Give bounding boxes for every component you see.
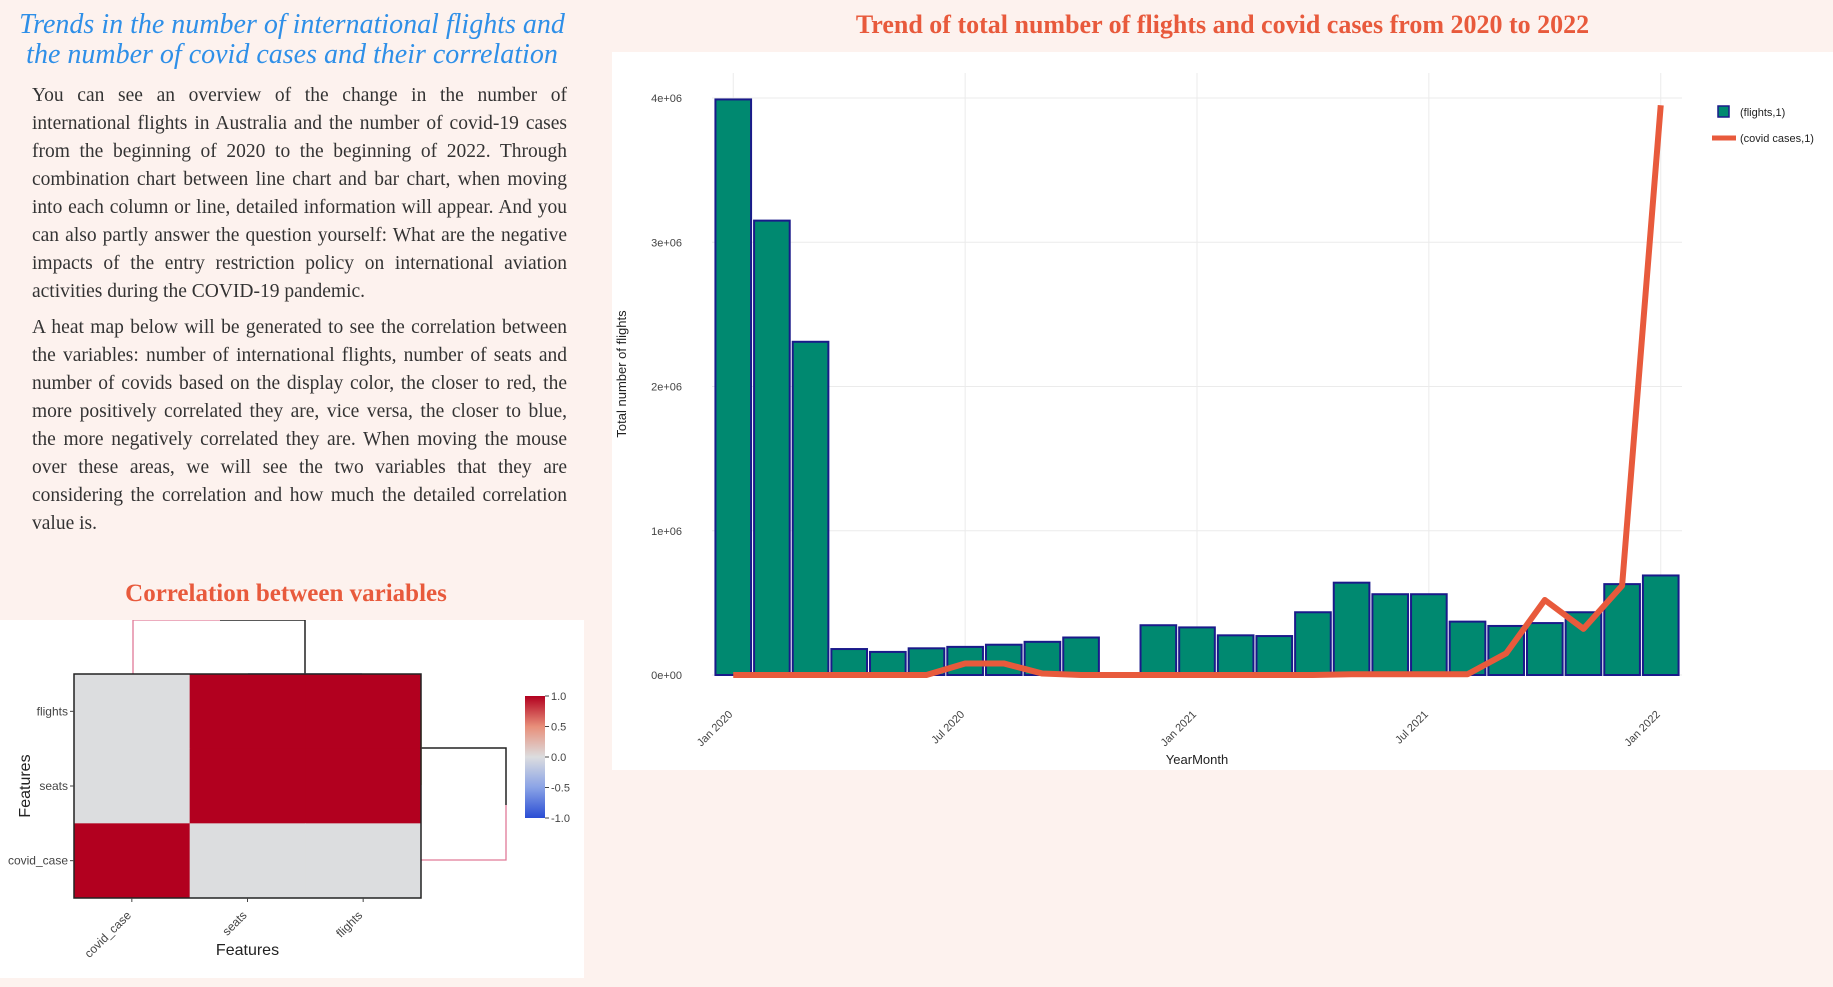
heatmap-title: Correlation between variables [125,580,447,607]
chart-title: Trend of total number of flights and cov… [855,10,1590,39]
combo-chart-svg[interactable]: 0e+00 1e+06 2e+06 3e+06 4e+06 Jan 2020 Jul 202… [612,52,1833,770]
heatmap-panel[interactable]: flights seats covid_case covid_case seats fli… [0,619,584,978]
legend-label-covid: (covid cases,1) [1740,133,1814,145]
y-tick-label: 3e+06 [651,237,682,249]
dendrogram-top-pink [132,619,220,674]
dendrogram-right-black [421,747,507,805]
dendrogram-right-pink [421,805,507,861]
bar-flights [714,98,753,676]
bar-flights [869,650,907,676]
bar-flights [753,219,791,677]
heatmap-cell [74,823,191,899]
intro-paragraph: You can see an overview of the change in… [32,85,567,302]
y-tick-label: 4e+06 [651,93,682,105]
colorbar-tick-label: 0.5 [551,722,566,734]
x-tick-label: Jul 2020 [929,709,967,747]
y-tick-label: 1e+06 [651,526,682,538]
heatmap-y-title: Features [17,754,34,817]
page-title: Trends in the number of international fl… [19,9,565,70]
heatmap-y-label: covid_case [8,854,68,868]
x-tick-label: Jan 2021 [1159,709,1199,749]
bar-flights [1525,622,1564,677]
bar-flights [1139,624,1178,677]
legend-swatch-flights [1717,105,1730,118]
legend-label-flights: (flights,1) [1740,107,1785,119]
colorbar-tick-label: 0.0 [551,752,566,764]
x-axis-title: YearMonth [1166,752,1228,767]
heatmap-x-label: covid_case [82,908,135,961]
bar-flights [1294,611,1332,676]
colorbar [525,696,545,818]
combo-chart-panel[interactable]: 0e+00 1e+06 2e+06 3e+06 4e+06 Jan 2020 Jul 202… [612,52,1833,770]
heatmap-cell [305,748,422,824]
colorbar-tick-label: -1.0 [551,813,570,825]
bar-flights [1410,593,1448,676]
bar-flights [1216,634,1255,676]
heatmap-y-label: flights [37,704,68,718]
bar-flights [1371,593,1410,676]
y-tick-label: 0e+00 [651,670,682,682]
x-tick-label: Jul 2021 [1393,709,1431,747]
heatmap-description: A heat map below will be generated to se… [32,317,567,534]
heatmap-x-label: seats [219,908,249,938]
heatmap-cell [189,674,306,750]
y-tick-label: 2e+06 [651,382,682,394]
colorbar-tick-label: 1.0 [551,691,566,703]
heatmap-cell [189,823,306,899]
colorbar-tick-label: -0.5 [551,783,570,795]
heatmap-x-label: flights [333,908,365,940]
bar-flights [1062,636,1100,676]
heatmap-cell [189,748,306,824]
bar-flights [1641,574,1680,677]
line-covid-cases [733,104,1664,678]
x-tick-label: Jan 2022 [1622,709,1662,749]
heatmap-cell [74,748,191,824]
heatmap-cell [305,823,422,899]
heatmap-cell [305,674,422,750]
bar-flights [1332,581,1371,676]
bar-flights [1178,626,1216,677]
dendrogram-top-black [220,619,306,674]
heatmap-cell [74,674,191,750]
bar-flights [791,340,830,676]
heatmap-y-label: seats [39,779,68,793]
heatmap-x-title: Features [216,942,279,959]
bar-flights [984,643,1023,677]
bar-flights [1255,635,1294,676]
x-tick-label: Jan 2020 [695,709,735,749]
y-axis-title: Total number of flights [614,310,629,438]
bar-flights [830,648,869,676]
